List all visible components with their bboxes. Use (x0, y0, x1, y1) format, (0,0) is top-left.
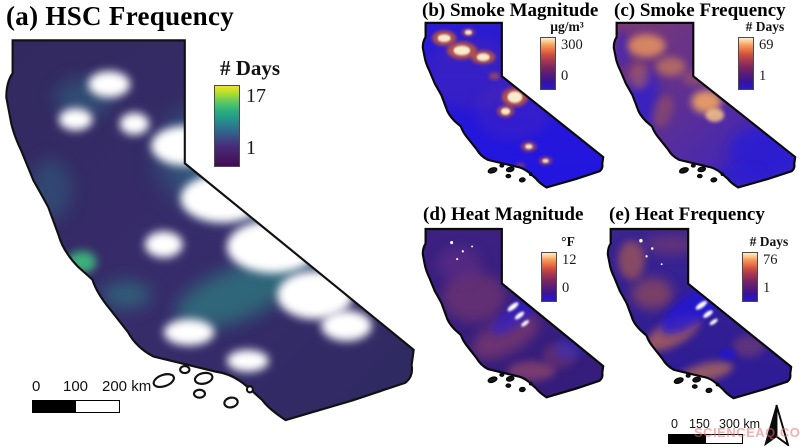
panel-a-colorbar-min: 1 (246, 137, 256, 159)
scalebar-right-tick-0: 0 (671, 417, 678, 431)
panel-b-colorbar-min: 0 (561, 67, 569, 84)
panel-c-colorbar-gradient (738, 37, 754, 90)
panel-b-colorbar-max: 300 (561, 37, 583, 53)
scalebar-right-tick-1: 150 (689, 417, 710, 431)
panel-c-california-map (612, 21, 797, 189)
watermark: SCIENCEAQ.COM (694, 425, 800, 440)
panel-a-california-map (5, 39, 415, 422)
panel-e-colorbar: # Days 76 1 (742, 234, 796, 302)
scalebar-left-rule (32, 400, 120, 413)
panel-b-colorbar-label: µg/m³ (550, 19, 584, 34)
north-arrow-icon (764, 404, 790, 446)
panel-e-colorbar-label: # Days (749, 234, 789, 249)
scalebar-left: 0 100 200 km (30, 378, 180, 413)
panel-c-colorbar-label: # Days (745, 19, 785, 34)
panel-e-colorbar-min: 1 (763, 279, 771, 296)
scalebar-right-rule (668, 434, 743, 444)
scalebar-right-tick-2: 300 km (719, 417, 760, 431)
scalebar-left-tick-2: 200 km (102, 378, 152, 395)
panel-e-colorbar-max: 76 (763, 252, 778, 268)
panel-d-colorbar-max: 12 (562, 252, 577, 268)
panel-e-california-map (606, 227, 793, 400)
panel-d-colorbar-gradient (541, 252, 557, 302)
panel-a-title: (a) HSC Frequency (6, 1, 235, 31)
panel-d-california-map (421, 227, 605, 399)
panel-d-colorbar-label: °F (561, 234, 575, 249)
panel-c-colorbar-max: 69 (759, 37, 774, 53)
panel-d-title: (d) Heat Magnitude (423, 204, 584, 225)
panel-b-colorbar: µg/m³ 300 0 (540, 19, 594, 90)
panel-c-title: (c) Smoke Frequency (614, 0, 786, 21)
panel-c-colorbar-min: 1 (759, 67, 767, 84)
panel-a-colorbar-gradient (214, 85, 240, 167)
panel-b-colorbar-gradient (540, 37, 556, 90)
panel-c-colorbar: # Days 69 1 (738, 19, 792, 90)
scalebar-left-tick-0: 0 (32, 378, 41, 395)
panel-d-colorbar: °F 12 0 (541, 234, 595, 302)
panel-b-california-map (421, 21, 605, 189)
panel-d-colorbar-min: 0 (562, 279, 570, 296)
scalebar-right: 0 150 300 km (666, 417, 776, 444)
panel-a-colorbar-label: # Days (219, 56, 281, 80)
panel-a-colorbar: # Days 17 1 (214, 56, 286, 167)
panel-b-title: (b) Smoke Magnitude (422, 0, 599, 21)
panel-a-colorbar-max: 17 (246, 85, 266, 107)
scalebar-left-tick-1: 100 (63, 378, 89, 395)
panel-e-colorbar-gradient (742, 252, 758, 302)
panel-e-title: (e) Heat Frequency (609, 204, 765, 225)
